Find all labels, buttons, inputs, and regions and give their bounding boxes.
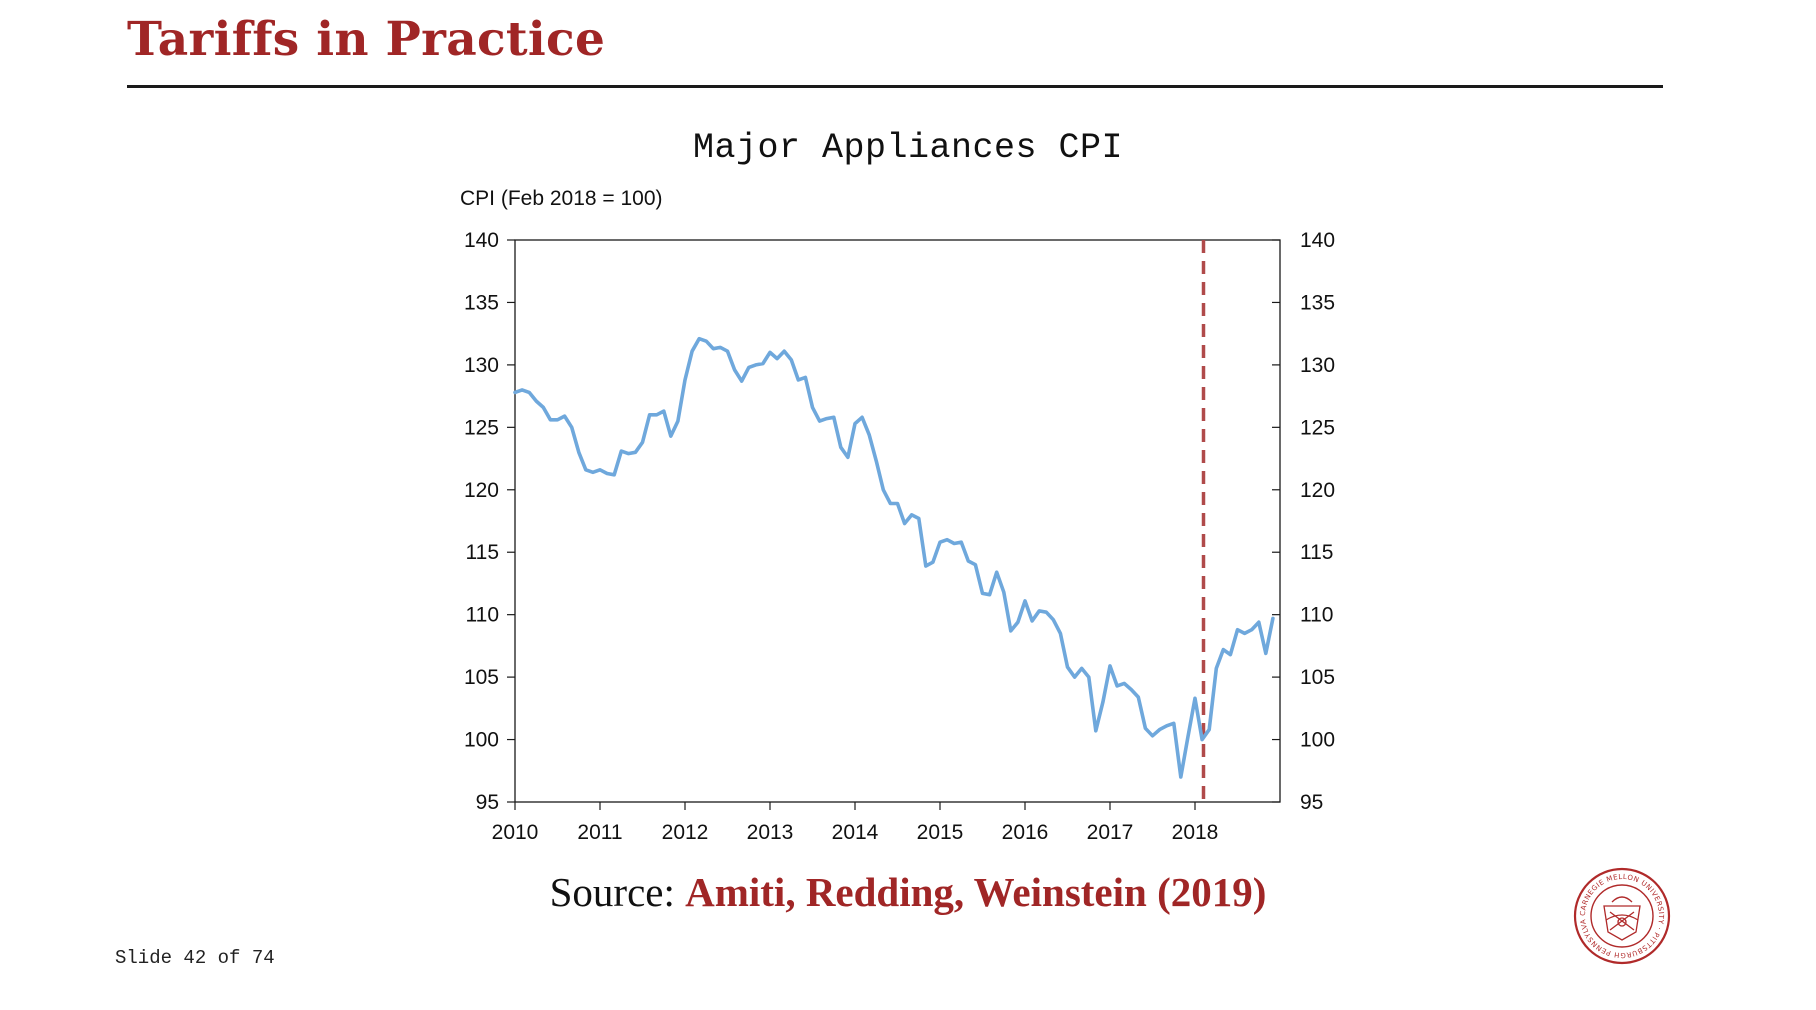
y-tick-label-left: 125 <box>464 416 499 439</box>
y-tick-label-left: 105 <box>464 666 499 689</box>
y-tick-label-right: 105 <box>1300 666 1335 689</box>
y-tick-label-right: 135 <box>1300 291 1335 314</box>
y-tick-label-right: 100 <box>1300 729 1335 752</box>
y-tick-label-right: 110 <box>1300 604 1333 627</box>
slide-number: Slide 42 of 74 <box>115 947 275 969</box>
y-tick-label-left: 115 <box>466 541 499 564</box>
cpi-line-chart: CPI (Feb 2018 = 100) 95 95 100 100 105 105 110… <box>460 187 1335 844</box>
series-layer <box>513 240 1275 802</box>
y-tick-label-left: 140 <box>464 229 499 252</box>
x-tick-label: 2016 <box>1002 821 1049 844</box>
y-tick-label-left: 135 <box>464 291 499 314</box>
x-tick-label: 2017 <box>1087 821 1134 844</box>
x-tick-label: 2011 <box>577 821 622 844</box>
x-tick-label: 2012 <box>662 821 709 844</box>
source-prefix: Source: <box>549 869 675 915</box>
y-tick-label-left: 120 <box>464 479 499 502</box>
x-tick-label: 2013 <box>747 821 794 844</box>
chart-title: Major Appliances CPI <box>692 128 1124 168</box>
y-tick-label-right: 120 <box>1300 479 1335 502</box>
x-tick-label: 2010 <box>492 821 539 844</box>
y-tick-label-right: 95 <box>1300 791 1323 814</box>
title-divider <box>127 85 1663 88</box>
source-line: Source: Amiti, Redding, Weinstein (2019) <box>0 868 1816 916</box>
source-citation: Amiti, Redding, Weinstein (2019) <box>685 869 1267 915</box>
y-tick-label-right: 115 <box>1300 541 1333 564</box>
slide-title: Tariffs in Practice <box>127 12 606 67</box>
y-axis-label: CPI (Feb 2018 = 100) <box>460 187 663 210</box>
y-tick-label-left: 130 <box>464 354 499 377</box>
x-tick-label: 2014 <box>832 821 879 844</box>
y-tick-label-left: 100 <box>464 729 499 752</box>
y-tick-label-left: 110 <box>466 604 499 627</box>
y-tick-label-right: 125 <box>1300 416 1335 439</box>
axis-ticks: 95 95 100 100 105 105 110 110 115 115 120 120 125 125… <box>464 229 1335 844</box>
y-tick-label-left: 95 <box>476 791 499 814</box>
y-tick-label-right: 130 <box>1300 354 1335 377</box>
y-tick-label-right: 140 <box>1300 229 1335 252</box>
plot-frame <box>514 239 1281 803</box>
x-tick-label: 2015 <box>917 821 964 844</box>
cpi-series-line <box>513 336 1275 779</box>
x-tick-label: 2018 <box>1172 821 1219 844</box>
university-seal-logo: CARNEGIE MELLON UNIVERSITY · PITTSBURGH … <box>1572 866 1671 965</box>
